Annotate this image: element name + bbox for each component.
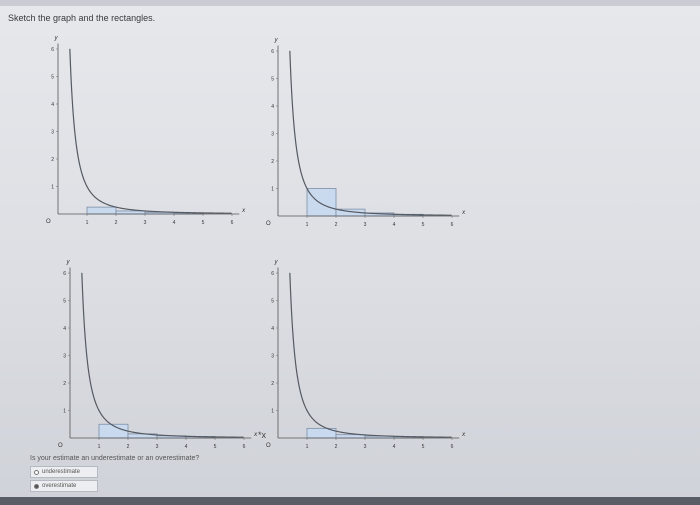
graph-option-1[interactable]: 1 2 3 4 5 6 1 2 3 4 5 6 x y O	[30, 28, 270, 253]
option-overestimate[interactable]: overestimate	[30, 480, 98, 492]
y-tick-label: 1	[51, 185, 54, 191]
x-tick-label: 3	[364, 222, 367, 228]
y-tick-label: 4	[63, 326, 66, 332]
x-tick-label: 3	[364, 444, 367, 450]
graph-option-3[interactable]: 1 2 3 4 5 6 1 2 3 4 5 6 x y O	[42, 252, 282, 477]
y-tick-label: 5	[51, 75, 54, 81]
option-underestimate[interactable]: underestimate	[30, 466, 98, 478]
y-tick-label: 2	[271, 159, 274, 165]
origin-label: O	[46, 219, 51, 225]
y-tick-label: 2	[271, 381, 274, 387]
question-text: Is your estimate an underestimate or an …	[30, 455, 200, 462]
x-tick-label: 1	[306, 444, 309, 450]
x-axis-label: x	[253, 432, 258, 438]
y-tick-label: 1	[271, 187, 274, 193]
graph-svg: 1 2 3 4 5 6 1 2 3 4 5 6 x y O	[58, 259, 258, 450]
x-tick-label: 2	[335, 222, 338, 228]
graph-svg: 1 2 3 4 5 6 1 2 3 4 5 6 x y O	[266, 37, 466, 228]
graph-option-2[interactable]: 1 2 3 4 5 6 1 2 3 4 5 6 x y O	[250, 30, 490, 255]
graph-svg: 1 2 3 4 5 6 1 2 3 4 5 6 x y O	[46, 35, 246, 226]
riemann-rectangle	[115, 210, 146, 215]
graph-svg: 1 2 3 4 5 6 1 2 3 4 5 6 x y O	[266, 259, 466, 450]
x-tick-label: 5	[422, 444, 425, 450]
y-tick-label: 4	[51, 102, 54, 108]
x-tick-label: 3	[144, 220, 147, 226]
y-tick-label: 6	[271, 49, 274, 55]
y-tick-label: 4	[271, 104, 274, 110]
instruction-text: Sketch the graph and the rectangles.	[8, 13, 156, 23]
y-tick-label: 4	[271, 326, 274, 332]
x-tick-label: 4	[173, 220, 176, 226]
x-tick-label: 3	[156, 444, 159, 450]
y-tick-label: 6	[271, 271, 274, 277]
y-tick-label: 5	[63, 299, 66, 305]
y-tick-label: 3	[51, 130, 54, 136]
origin-label: O	[58, 443, 63, 449]
x-tick-label: 6	[243, 444, 246, 450]
riemann-rectangle	[86, 206, 117, 215]
x-tick-label: 1	[306, 222, 309, 228]
x-axis-label: x	[461, 210, 466, 216]
x-tick-label: 5	[202, 220, 205, 226]
x-axis-label: x	[461, 432, 466, 438]
x-tick-label: 2	[127, 444, 130, 450]
y-axis-label: y	[274, 259, 279, 265]
y-tick-label: 6	[63, 271, 66, 277]
y-tick-label: 6	[51, 47, 54, 53]
y-axis-label: y	[54, 35, 59, 41]
y-tick-label: 1	[63, 409, 66, 415]
x-tick-label: 6	[231, 220, 234, 226]
y-tick-label: 2	[63, 381, 66, 387]
function-curve	[81, 272, 244, 438]
origin-label: O	[266, 221, 271, 227]
y-tick-label: 1	[271, 409, 274, 415]
riemann-rectangle	[306, 188, 337, 217]
y-tick-label: 5	[271, 299, 274, 305]
top-bar	[0, 0, 700, 6]
bottom-bar	[0, 497, 700, 505]
y-tick-label: 3	[63, 354, 66, 360]
y-axis-label: y	[274, 37, 279, 43]
x-tick-label: 4	[393, 222, 396, 228]
x-tick-label: 4	[393, 444, 396, 450]
y-tick-label: 3	[271, 132, 274, 138]
y-axis-label: y	[66, 259, 71, 265]
x-tick-label: 6	[451, 444, 454, 450]
x-tick-label: 2	[335, 444, 338, 450]
y-tick-label: 3	[271, 354, 274, 360]
y-tick-label: 5	[271, 77, 274, 83]
function-curve	[69, 48, 232, 214]
x-axis-label: x	[241, 208, 246, 214]
option-underestimate-label: underestimate	[42, 469, 81, 475]
y-tick-label: 2	[51, 157, 54, 163]
graph-option-4[interactable]: 1 2 3 4 5 6 1 2 3 4 5 6 x y O	[250, 252, 490, 477]
x-tick-label: 1	[86, 220, 89, 226]
x-tick-label: 6	[451, 222, 454, 228]
function-curve	[289, 50, 452, 216]
x-tick-label: 5	[422, 222, 425, 228]
option-overestimate-label: overestimate	[42, 483, 77, 489]
origin-label: O	[266, 443, 271, 449]
x-tick-label: 2	[115, 220, 118, 226]
x-tick-label: 1	[98, 444, 101, 450]
side-marker: *x	[258, 430, 267, 440]
radio-underestimate[interactable]	[34, 469, 39, 475]
function-curve	[289, 272, 452, 438]
x-tick-label: 4	[185, 444, 188, 450]
x-tick-label: 5	[214, 444, 217, 450]
radio-overestimate[interactable]	[34, 483, 39, 489]
